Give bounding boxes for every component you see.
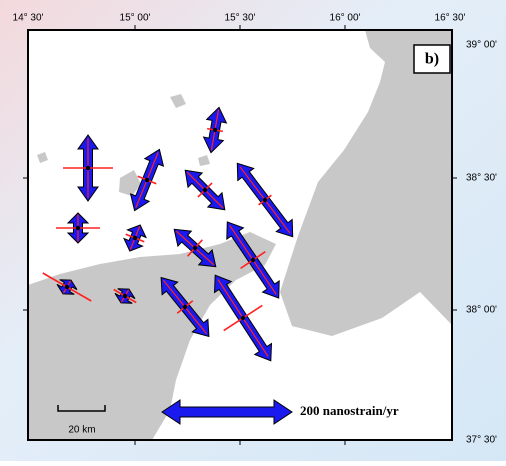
station: [123, 294, 127, 298]
station: [251, 258, 255, 262]
longitude-label: 15° 00': [120, 13, 151, 24]
station: [133, 236, 137, 240]
station: [263, 198, 267, 202]
station: [241, 316, 245, 320]
latitude-label: 38° 30': [466, 173, 497, 184]
longitude-label: 14° 30': [13, 13, 44, 24]
distance-scale-label: 20 km: [68, 425, 95, 436]
map-figure: 14° 30' 15° 00' 15° 30' 16° 00' 16° 30' …: [0, 0, 506, 461]
station: [213, 128, 217, 132]
station: [145, 178, 149, 182]
strain-scale-label: 200 nanostrain/yr: [300, 403, 399, 418]
station: [65, 285, 69, 289]
latitude-label: 39° 00': [466, 40, 497, 51]
longitude-label: 16° 30': [435, 13, 466, 24]
station: [183, 305, 187, 309]
station: [203, 188, 207, 192]
panel-label: b): [425, 51, 439, 68]
station: [76, 226, 80, 230]
station: [86, 166, 90, 170]
station: [193, 246, 197, 250]
longitude-label: 16° 00': [330, 13, 361, 24]
longitude-label: 15° 30': [225, 13, 256, 24]
latitude-label: 38° 00': [466, 305, 497, 316]
latitude-label: 37° 30': [466, 435, 497, 446]
